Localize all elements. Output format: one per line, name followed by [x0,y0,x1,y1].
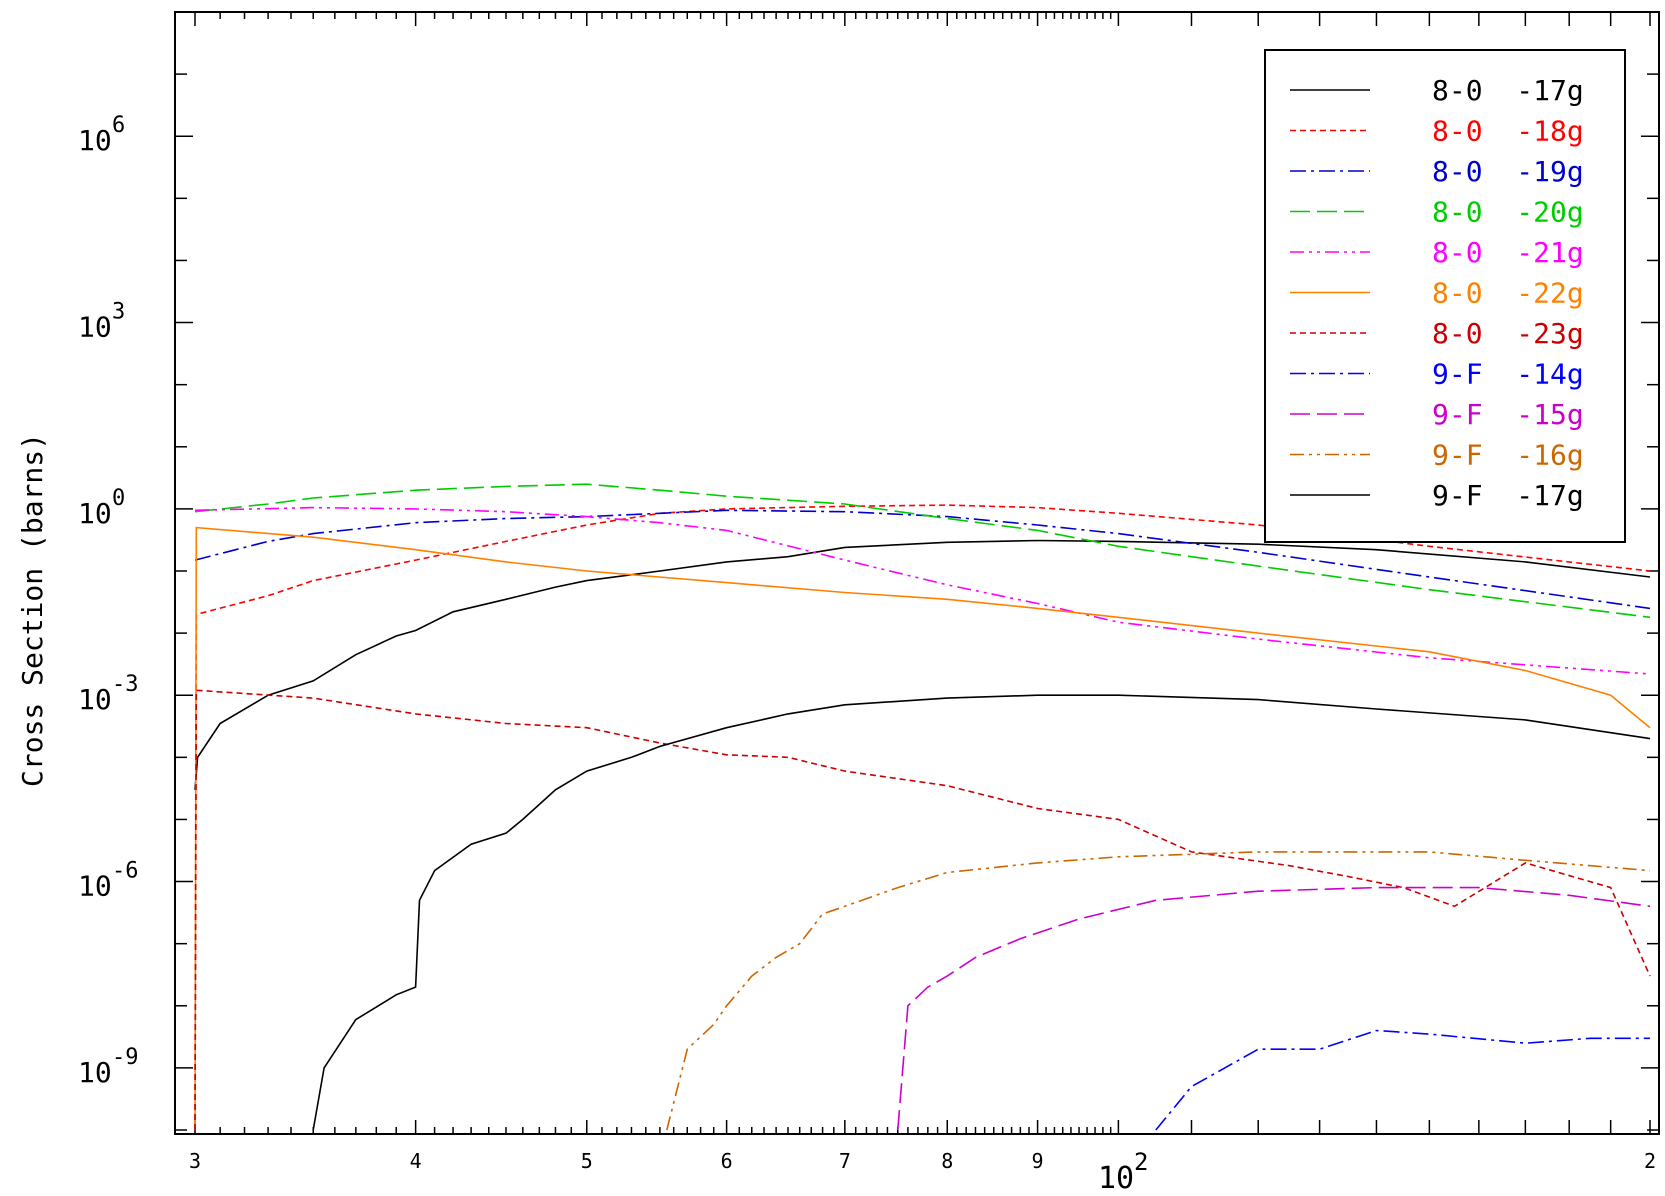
x-tick-label: 7 [839,1149,851,1173]
y-tick-label: 10 6 [78,113,125,157]
x-tick-label: 8 [941,1149,953,1173]
series-line [194,509,1651,610]
legend-label: 8-0 -19g [1432,155,1584,188]
y-tick-label: 10 -3 [78,672,139,716]
series-line [194,483,1651,619]
y-axis-label: Cross Section (barns) [16,433,49,787]
y-tick-exponent: 6 [112,113,125,138]
y-tick-base: 10 [78,1056,112,1089]
x-axis-power-label: 10 2 [1098,1148,1148,1196]
y-tick-base: 10 [78,497,112,530]
legend-label: 9-F -14g [1432,358,1584,391]
legend-label: 8-0 -18g [1432,115,1584,148]
y-tick-base: 10 [78,124,112,157]
x-tick-label: 2 [1644,1149,1656,1173]
y-tick-label: 10 -6 [78,859,139,903]
y-tick-exponent: -3 [112,672,139,697]
series-line [194,689,1651,1131]
series-lines [194,483,1651,1131]
y-tick-exponent: -6 [112,859,139,884]
x-tick-label: 9 [1032,1149,1044,1173]
x-power-base: 10 [1098,1161,1134,1196]
series-line [897,886,1651,1131]
y-tick-base: 10 [78,683,112,716]
y-tick-exponent: -9 [112,1045,139,1070]
y-tick-base: 10 [78,311,112,344]
x-tick-label: 6 [721,1149,733,1173]
legend-items: 8-0 -17g 8-0 -18g 8-0 -19g 8-0 -20g 8-0 -21g… [1290,74,1584,512]
series-line [194,506,1651,675]
x-tick-label: 3 [189,1149,201,1173]
series-line [666,851,1651,1131]
legend: 8-0 -17g 8-0 -18g 8-0 -19g 8-0 -20g 8-0 -21g… [1264,49,1626,543]
legend-label: 8-0 -22g [1432,277,1584,310]
series-line [312,694,1651,1131]
legend-label: 8-0 -23g [1432,317,1584,350]
y-tick-exponent: 0 [112,486,125,511]
x-tick-label: 4 [410,1149,422,1173]
series-line [194,526,1651,1131]
x-tick-label: 5 [581,1149,593,1173]
legend-box [1264,49,1626,543]
series-line [1155,1029,1650,1131]
axis-ticks [175,11,1659,1134]
series-line [194,539,1651,790]
y-tick-label: 10 0 [78,486,125,530]
y-tick-exponent: 3 [112,300,125,325]
y-tick-base: 10 [78,870,112,903]
y-tick-label: 10 3 [78,300,125,344]
legend-label: 8-0 -20g [1432,196,1584,229]
legend-label: 8-0 -21g [1432,236,1584,269]
legend-label: 9-F -17g [1432,479,1584,512]
series-line [194,504,1651,1131]
x-power-exponent: 2 [1134,1148,1148,1176]
legend-label: 9-F -15g [1432,398,1584,431]
legend-label: 8-0 -17g [1432,74,1584,107]
legend-label: 9-F -16g [1432,439,1584,472]
plot-frame [174,11,1660,1135]
y-tick-label: 10 -9 [78,1045,139,1089]
